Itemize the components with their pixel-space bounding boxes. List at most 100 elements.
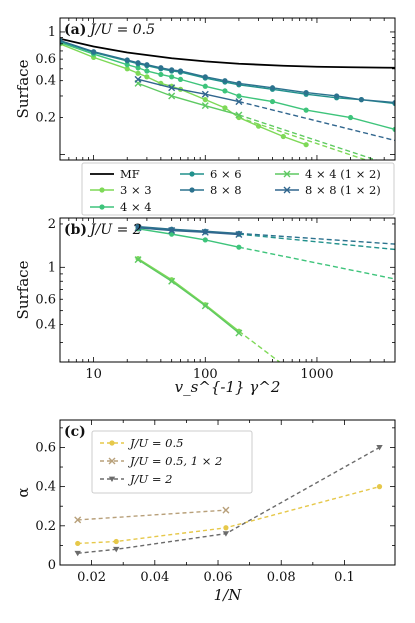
panel-a-series-4-point-12 bbox=[303, 89, 309, 96]
panel-a-series-2-point-12 bbox=[303, 107, 309, 113]
legend-a-marker-5 bbox=[283, 170, 291, 178]
panel-b-series-1-point-3 bbox=[236, 244, 242, 250]
panel-b-panel-label: (b) bbox=[64, 222, 87, 238]
panel-b-series-4-point-3 bbox=[235, 329, 243, 337]
panel-c-series-0-point-0 bbox=[75, 540, 81, 547]
legend-a-entry-6: 8 × 8 (1 × 2) bbox=[275, 183, 381, 197]
panel-a-ytick-label: 0.6 bbox=[35, 52, 56, 67]
panel-c-ytick-label: 0.2 bbox=[35, 519, 56, 534]
legend-a-entry-0: MF bbox=[90, 167, 140, 181]
panel-c-series-1-point-0 bbox=[74, 516, 82, 524]
panel-c-series-1-line bbox=[77, 509, 226, 521]
panel-a-ytick-label: 0.4 bbox=[35, 74, 56, 89]
panel-a-series-1-point-12 bbox=[280, 133, 286, 140]
panel-b-xtick-label: 100 bbox=[193, 367, 218, 382]
panel-a-series-1-point-2 bbox=[124, 66, 130, 72]
panel-b-series-0-fit bbox=[238, 330, 281, 362]
panel-c-panel-label: (c) bbox=[64, 424, 86, 440]
legend-c-marker-1 bbox=[108, 457, 116, 465]
legend-a-label-6: 8 × 8 (1 × 2) bbox=[305, 183, 381, 197]
panel-a-series-6-point-0 bbox=[134, 75, 142, 83]
legend-a-marker-4 bbox=[189, 187, 195, 193]
panel-a-series-2-point-2 bbox=[124, 62, 130, 68]
panel-a-series-5-line bbox=[137, 82, 240, 116]
panel-a-series-5-point-3 bbox=[235, 111, 243, 119]
legend-a-label-5: 4 × 4 (1 × 2) bbox=[305, 167, 381, 181]
panel-a-series-3-line bbox=[60, 40, 395, 105]
legend-a-label-3: 6 × 6 bbox=[210, 167, 242, 181]
panel-c-ytick-label: 0.4 bbox=[35, 480, 56, 495]
panel-b-series-5 bbox=[134, 224, 243, 238]
panel-a-series-6-point-2 bbox=[201, 90, 209, 98]
panel-b-ytick-label: 2 bbox=[48, 217, 56, 232]
panel-a-series-5-point-1 bbox=[168, 92, 176, 100]
panel-a-series-2-point-6 bbox=[169, 74, 175, 80]
panel-a-series-6-fit bbox=[238, 100, 395, 142]
panel-a-ylabel: Surface bbox=[14, 59, 32, 118]
panel-a-series-4-line bbox=[60, 39, 395, 104]
panel-a-series-2-point-11 bbox=[269, 98, 276, 105]
panel-a-series-2-point-7 bbox=[177, 76, 184, 82]
legend-a-label-2: 4 × 4 bbox=[120, 200, 152, 214]
panel-a-plot-area bbox=[60, 37, 395, 160]
panel-a-series-4 bbox=[60, 37, 395, 106]
panel-b-series-5-point-1 bbox=[168, 227, 176, 235]
panel-a-series-1-fit bbox=[238, 116, 369, 160]
legend-c-frame bbox=[91, 430, 253, 494]
legend-a-entry-1: 3 × 3 bbox=[90, 183, 152, 197]
panel-c-ytick-label: 0 bbox=[48, 558, 56, 573]
panel-c-series-2-point-2 bbox=[222, 531, 230, 537]
legend-c-marker-2 bbox=[108, 476, 116, 482]
panel-b-series-4-line bbox=[137, 259, 240, 334]
panel-a-series-4-point-13 bbox=[334, 93, 340, 99]
panel-c-xlabel: 1/N bbox=[214, 586, 243, 604]
panel-a-series-1-point-13 bbox=[303, 142, 309, 148]
panel-a-series-0 bbox=[60, 37, 395, 69]
panel-b-ytick-label: 0.4 bbox=[35, 318, 56, 333]
panel-a-series-2-point-14 bbox=[392, 126, 395, 133]
panel-a-series-1-point-9 bbox=[222, 105, 228, 111]
legend-a-entry-5: 4 × 4 (1 × 2) bbox=[275, 167, 381, 181]
panel-c-series-2-point-0 bbox=[74, 550, 81, 557]
panel-c: 0.02 0.04 0.06 0.08 0.1 0 0.2 0.4 0.6 α 1/N (c) J/U … bbox=[14, 419, 396, 604]
panel-b-ytick-label: 0.6 bbox=[35, 292, 56, 307]
panel-a-series-2-point-5 bbox=[158, 71, 164, 78]
panel-c-xtick-label: 0.1 bbox=[334, 570, 355, 585]
panel-a-series-1-point-4 bbox=[144, 74, 150, 80]
panel-a-series-4-point-6 bbox=[169, 67, 175, 73]
panel-c-series-0-point-3 bbox=[376, 484, 383, 490]
panel-c-frame bbox=[59, 419, 396, 566]
panel-a-series-4-point-5 bbox=[158, 65, 164, 71]
panel-a-series-4-point-14 bbox=[358, 97, 364, 103]
panel-a-frame bbox=[59, 17, 396, 161]
panel-a-series-4-point-3 bbox=[135, 60, 141, 66]
panel-b-frame bbox=[59, 217, 396, 363]
panel-a-series-2-point-8 bbox=[202, 83, 208, 89]
panel-c-xtick-label: 0.06 bbox=[204, 570, 233, 585]
panel-a-series-6-point-1 bbox=[168, 84, 176, 92]
panel-c-series-2-point-1 bbox=[113, 546, 120, 553]
panel-b-series-5-line bbox=[137, 227, 239, 236]
legend-c-entry-1: J/U = 0.5, 1 × 2 bbox=[100, 454, 222, 468]
panel-c-series-2 bbox=[74, 445, 383, 557]
legend-a-marker-2 bbox=[99, 204, 105, 210]
panel-b-series-1-line bbox=[137, 228, 240, 248]
legend-a-label-0: MF bbox=[120, 167, 140, 181]
panel-b-series-1 bbox=[135, 226, 395, 280]
legend-c-entry-0: J/U = 0.5 bbox=[100, 436, 183, 450]
panel-c-series-1 bbox=[74, 506, 230, 524]
panel-a-series-4-point-7 bbox=[177, 68, 184, 74]
panel-a-series-2-point-10 bbox=[236, 93, 242, 99]
legend-a-label-1: 3 × 3 bbox=[120, 183, 152, 197]
panel-c-ytick-label: 0.6 bbox=[35, 440, 56, 455]
panel-a-series-4-point-10 bbox=[236, 80, 242, 87]
panel-b-series-4-point-0 bbox=[134, 256, 142, 264]
legend-a-marker-1 bbox=[99, 187, 105, 193]
panel-b-xtick-label: 1000 bbox=[300, 367, 333, 382]
panel-a-ytick-label: 0.2 bbox=[35, 111, 56, 126]
legend-a-marker-3 bbox=[189, 171, 195, 177]
panel-a-series-1 bbox=[60, 41, 369, 160]
legend-c-label-0: J/U = 0.5 bbox=[128, 436, 183, 450]
panel-a-series-2-point-4 bbox=[144, 68, 150, 74]
